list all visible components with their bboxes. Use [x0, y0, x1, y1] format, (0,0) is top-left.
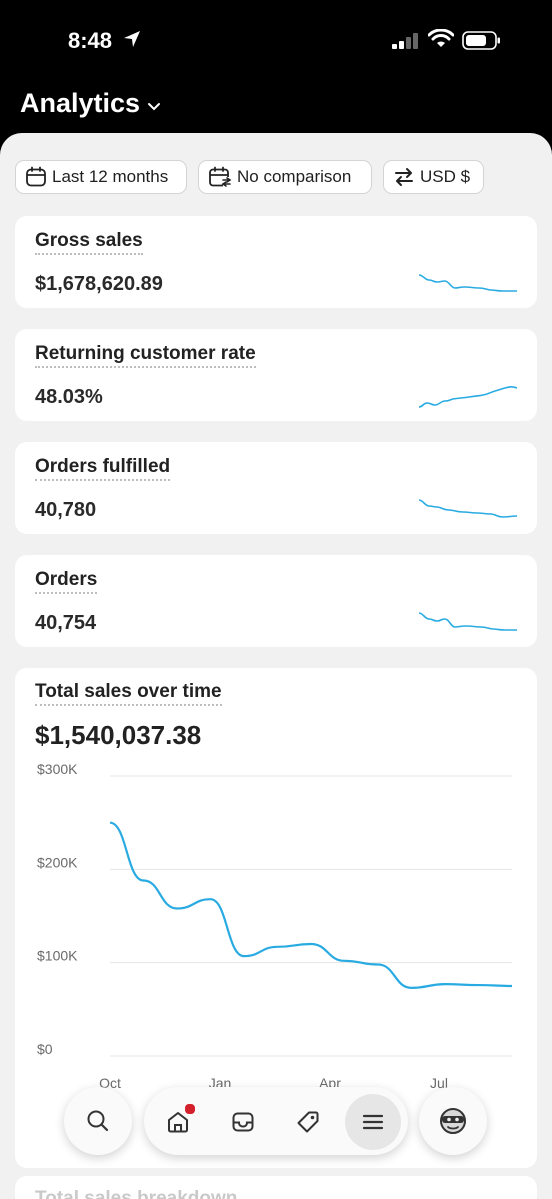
nav-inbox[interactable] [215, 1094, 271, 1150]
currency-label: USD $ [420, 167, 471, 186]
sparkline [419, 274, 517, 292]
metric-value: 40,780 [35, 499, 97, 521]
calendar-compare-icon [209, 166, 232, 187]
metric-label: Gross sales [35, 230, 143, 255]
analytics-title-dropdown[interactable]: Analytics [20, 88, 162, 119]
wifi-icon [428, 29, 454, 47]
battery-icon [462, 31, 500, 50]
store-avatar-button[interactable] [419, 1087, 487, 1155]
nav-home[interactable] [150, 1094, 206, 1150]
y-tick-label: $100K [37, 948, 78, 964]
breakdown-title: Total sales breakdown [35, 1188, 238, 1199]
sales-series-line [109, 821, 513, 989]
calendar-icon [26, 166, 46, 187]
sparkline [419, 386, 517, 408]
date-range-button[interactable]: Last 12 months [15, 160, 187, 194]
y-tick-label: $300K [37, 761, 78, 777]
nav-products[interactable] [280, 1094, 336, 1150]
currency-button[interactable]: USD $ [383, 160, 484, 194]
metric-value: 48.03% [35, 386, 103, 408]
y-tick-label: $0 [37, 1041, 53, 1057]
location-arrow-icon [124, 31, 140, 47]
metric-value: 40,754 [35, 612, 97, 634]
filter-bar: Last 12 months No comparison USD $ [15, 160, 484, 194]
y-tick-label: $200K [37, 854, 78, 870]
metric-value: $1,678,620.89 [35, 273, 163, 295]
analytics-sheet: Last 12 months No comparison USD $ Gross… [0, 133, 552, 1199]
comparison-button[interactable]: No comparison [198, 160, 372, 194]
page-title: Analytics [20, 88, 141, 118]
comparison-label: No comparison [237, 167, 352, 186]
search-icon [87, 1110, 109, 1132]
x-tick-label: Jul [430, 1075, 448, 1091]
swap-arrows-icon [395, 168, 413, 186]
notification-dot [184, 1103, 196, 1115]
metric-label: Returning customer rate [35, 343, 256, 368]
orders-fulfilled-card[interactable]: Orders fulfilled 40,780 [15, 442, 537, 534]
chevron-down-icon [148, 102, 161, 110]
tag-icon [297, 1111, 319, 1133]
metric-label: Orders [35, 569, 98, 594]
sparkline [419, 499, 517, 518]
metric-label: Orders fulfilled [35, 456, 171, 481]
status-time: 8:48 [68, 28, 113, 53]
search-button[interactable] [64, 1087, 132, 1155]
total-sales-breakdown-card[interactable]: Total sales breakdown [15, 1176, 537, 1199]
total-sales-card[interactable]: Total sales over time $1,540,037.38 $300… [15, 668, 537, 1168]
bottom-nav-bar [144, 1087, 408, 1155]
orders-card[interactable]: Orders 40,754 [15, 555, 537, 647]
avatar-icon [440, 1108, 466, 1134]
chart-title: Total sales over time [35, 681, 222, 706]
inbox-icon [232, 1112, 254, 1132]
sparkline [419, 612, 517, 631]
home-icon [168, 1112, 188, 1133]
status-bar: 8:48 [0, 0, 552, 80]
nav-menu[interactable] [345, 1094, 401, 1150]
cellular-signal-icon [392, 33, 418, 49]
returning-customer-rate-card[interactable]: Returning customer rate 48.03% [15, 329, 537, 421]
date-range-label: Last 12 months [52, 167, 169, 186]
menu-icon [362, 1114, 384, 1130]
gross-sales-card[interactable]: Gross sales $1,678,620.89 [15, 216, 537, 308]
total-sales-value: $1,540,037.38 [35, 720, 202, 750]
